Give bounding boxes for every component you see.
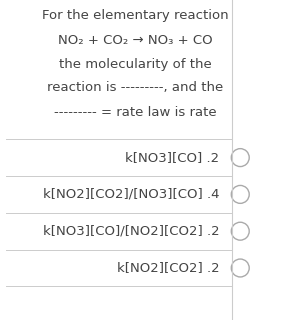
Text: reaction is ---------, and the: reaction is ---------, and the <box>47 82 223 94</box>
Text: k[NO2][CO2]/[NO3][CO] .4: k[NO2][CO2]/[NO3][CO] .4 <box>43 188 219 201</box>
Text: k[NO2][CO2] .2: k[NO2][CO2] .2 <box>117 261 219 275</box>
Text: the molecularity of the: the molecularity of the <box>58 58 211 70</box>
Text: k[NO3][CO] .2: k[NO3][CO] .2 <box>125 151 219 164</box>
Text: k[NO3][CO]/[NO2][CO2] .2: k[NO3][CO]/[NO2][CO2] .2 <box>42 225 219 238</box>
Text: NO₂ + CO₂ → NO₃ + CO: NO₂ + CO₂ → NO₃ + CO <box>58 34 212 46</box>
Text: --------- = rate law is rate: --------- = rate law is rate <box>54 106 216 118</box>
Text: For the elementary reaction: For the elementary reaction <box>42 10 228 22</box>
